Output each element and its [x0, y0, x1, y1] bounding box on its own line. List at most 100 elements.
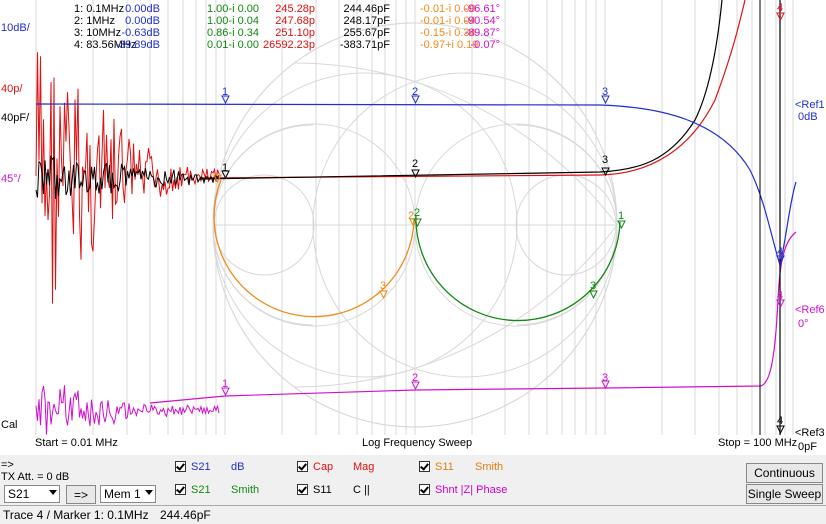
log-grid — [35, 0, 794, 435]
marker-triangles — [213, 12, 785, 435]
marker-table-cplx: 1.00-i 0.00 — [207, 3, 259, 15]
marker-3-cap: 3 — [602, 154, 609, 166]
sweep-label: Log Frequency Sweep — [362, 437, 473, 449]
s21-db-trace — [35, 103, 797, 268]
marker-table-s11: -0.97+i 0.19 — [420, 39, 479, 51]
trace-format: C || — [353, 484, 370, 496]
ref3-value: 0pF — [798, 441, 817, 453]
trace-format: Smith — [231, 484, 260, 496]
trace-label: S21 — [191, 484, 211, 496]
marker-table-db: -0.63dB — [121, 27, 160, 39]
marker-table-freq: 3: 10MHz — [74, 27, 122, 39]
marker-table-cap1: 26592.23p — [263, 39, 315, 51]
continuous-button[interactable]: Continuous — [746, 463, 823, 483]
marker-table-cap1: 247.68p — [275, 15, 315, 27]
mem-select-value: Mem 1 — [104, 487, 141, 501]
single-sweep-button[interactable]: Single Sweep — [746, 484, 823, 504]
trace-format: Mag — [353, 461, 375, 473]
marker-3-phase: 3 — [602, 372, 609, 384]
mem-select[interactable]: Mem 1 — [100, 485, 156, 503]
trace-checkbox[interactable] — [419, 461, 430, 472]
channel-select[interactable]: S21 — [4, 485, 60, 503]
marker-table-freq: 4: 83.56MHz — [74, 39, 137, 51]
trace-checkbox[interactable] — [175, 484, 186, 495]
red-scale-label: 40p/ — [1, 83, 23, 95]
s21-smith-trace — [415, 214, 621, 322]
channel-select-value: S21 — [8, 487, 30, 501]
ref1-label: <Ref1 — [795, 99, 825, 111]
trace-format: Smith — [475, 461, 504, 473]
marker-table-cap1: 251.10p — [275, 27, 315, 39]
marker-table-cplx: 1.00-i 0.04 — [207, 15, 259, 27]
apply-arrow-button[interactable]: => — [66, 485, 96, 504]
marker-table-cplx: 0.86-i 0.34 — [207, 27, 259, 39]
trace-checkbox[interactable] — [175, 461, 186, 472]
marker-2-cap: 2 — [412, 158, 419, 170]
marker-4-phase: 4 — [777, 290, 784, 302]
marker-table-phase: -89.87° — [464, 27, 500, 39]
trace-checkbox[interactable] — [297, 484, 308, 495]
marker-2-db: 2 — [412, 86, 419, 98]
marker-4-db: 4 — [777, 246, 784, 258]
marker-table-db: 0.00dB — [125, 3, 160, 15]
cap-mag-noise — [35, 52, 220, 304]
ref6-value: 0° — [798, 318, 809, 330]
marker-table-cplx: 0.01-i 0.00 — [207, 39, 259, 51]
marker-2-phase: 2 — [412, 372, 419, 384]
marker-4-red: 4 — [777, 2, 784, 14]
c-parallel-trace — [199, 0, 723, 180]
marker-table-phase: -90.54° — [464, 15, 500, 27]
marker-4-cap: 4 — [777, 415, 784, 427]
marker-table-phase: -0.07° — [470, 39, 500, 51]
cap-mag-trace — [199, 0, 746, 179]
marker-table-cap2: 255.67pF — [343, 27, 390, 39]
chevron-down-icon — [49, 490, 57, 495]
marker-2-s11-smith: 2 — [408, 210, 415, 222]
trace-format: dB — [231, 461, 245, 473]
status-value: 244.46pF — [160, 508, 211, 522]
cap-scale-label: 40pF/ — [1, 112, 30, 124]
marker-table-db: -39.89dB — [115, 39, 160, 51]
marker-table-cap2: 244.46pF — [343, 3, 390, 15]
ref6-label: <Ref6 — [795, 304, 825, 316]
tx-att-label: TX Att. = 0 dB — [1, 471, 70, 483]
stop-label: Stop = 100 MHz — [718, 437, 798, 449]
marker-1-s21-smith: 1 — [618, 210, 625, 222]
marker-table-db: 0.00dB — [125, 15, 160, 27]
marker-table-phase: -96.61° — [464, 3, 500, 15]
phase-noise — [35, 385, 220, 435]
start-label: Start = 0.01 MHz — [35, 437, 118, 449]
trace-label: Cap — [313, 461, 334, 473]
db-scale-label: 10dB/ — [1, 22, 30, 34]
marker-3-db: 3 — [602, 86, 609, 98]
cal-label: Cal — [1, 419, 18, 431]
status-trace-marker: Trace 4 / Marker 1: 0.1MHz — [3, 508, 149, 522]
ref3-label: <Ref3 — [795, 427, 825, 439]
marker-table-freq: 2: 1MHz — [74, 15, 115, 27]
marker-3-s21-smith: 3 — [590, 280, 597, 292]
plot-svg — [35, 0, 797, 435]
marker-1-cap: 1 — [222, 162, 229, 174]
s11-smith-trace — [213, 179, 415, 318]
marker-1-db: 1 — [222, 86, 229, 98]
phase-trace — [149, 231, 797, 404]
marker-2-s21-smith: 2 — [414, 207, 421, 219]
trace-checkbox[interactable] — [297, 461, 308, 472]
trace-label: S11 — [435, 461, 454, 473]
trace-label: S11 — [313, 484, 332, 496]
chevron-down-icon — [145, 490, 153, 495]
trace-label: Shnt |Z| Phase — [435, 484, 508, 496]
c-parallel-noise — [35, 155, 220, 199]
status-bar: Trace 4 / Marker 1: 0.1MHz 244.46pF — [0, 505, 826, 524]
marker-3-s11-smith: 3 — [380, 280, 387, 292]
plot-area[interactable]: 10dB/ 40p/ 40pF/ 45°/ Cal <Ref1 0dB <Ref… — [0, 0, 826, 455]
trace-label: S21 — [191, 461, 211, 473]
marker-table-freq: 1: 0.1MHz — [74, 3, 125, 15]
marker-table-cap2: -383.71pF — [339, 39, 390, 51]
trace-checkbox[interactable] — [419, 484, 430, 495]
arrow-indicator: => — [1, 459, 14, 471]
ref1-value: 0dB — [798, 111, 818, 123]
marker-table-s11: -0.15-i 0.34 — [420, 27, 476, 39]
marker-table-cap2: 248.17pF — [343, 15, 390, 27]
marker-table-s11: -0.01-i 0.04 — [420, 15, 476, 27]
